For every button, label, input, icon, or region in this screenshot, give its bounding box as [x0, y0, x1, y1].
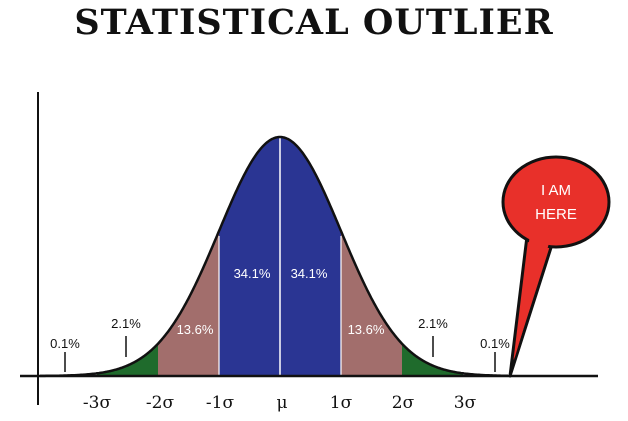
region-2sigma-3sigma-right: [402, 343, 463, 376]
tick-plus-3-sigma: 3σ: [454, 393, 477, 413]
label-0-1-left: 0.1%: [50, 336, 80, 351]
tick-plus-2-sigma: 2σ: [392, 393, 415, 413]
label-2-1-left: 2.1%: [111, 316, 141, 331]
callout-line-2: HERE: [535, 206, 577, 223]
label-13-6-left: 13.6%: [177, 322, 214, 337]
speech-bubble: I AM HERE: [501, 155, 611, 378]
tick-minus-3-sigma: -3σ: [83, 393, 112, 413]
tick-minus-1-sigma: -1σ: [206, 393, 235, 413]
label-34-1-right: 34.1%: [291, 266, 328, 281]
page-title: STATISTICAL OUTLIER: [74, 2, 554, 43]
tick-minus-2-sigma: -2σ: [146, 393, 175, 413]
region-2sigma-3sigma-left: [97, 343, 158, 376]
tick-mean: μ: [276, 393, 287, 413]
label-13-6-right: 13.6%: [348, 322, 385, 337]
label-0-1-right: 0.1%: [480, 336, 510, 351]
bell-curve: [40, 135, 508, 378]
label-2-1-right: 2.1%: [418, 316, 448, 331]
label-34-1-left: 34.1%: [234, 266, 271, 281]
tick-plus-1-sigma: 1σ: [330, 393, 353, 413]
callout-line-1: I AM: [541, 182, 571, 199]
